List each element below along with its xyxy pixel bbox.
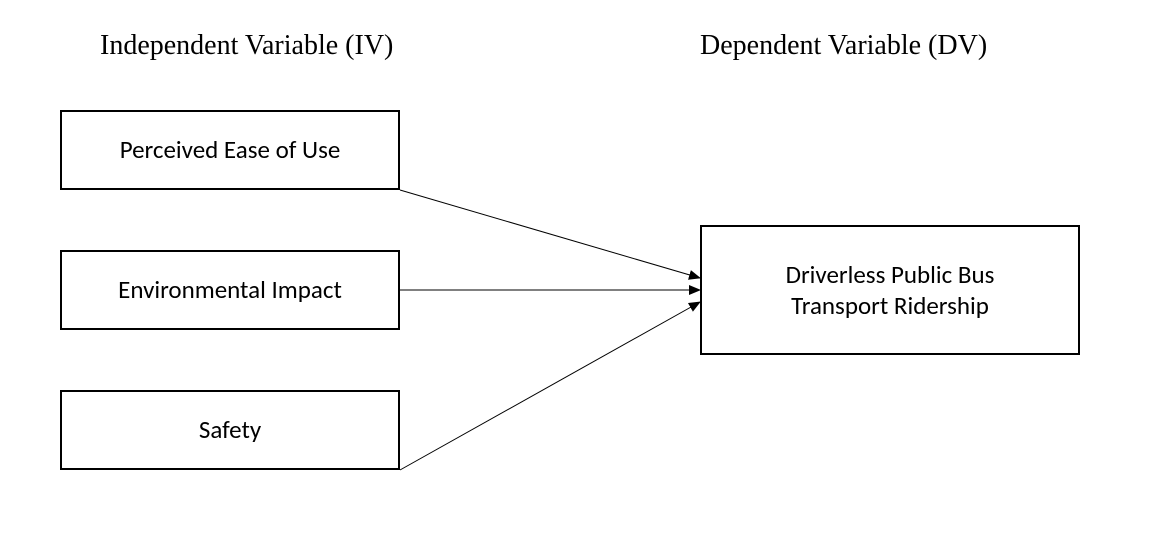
edge-arrow <box>400 190 700 278</box>
iv-node-2-label: Environmental Impact <box>110 270 350 309</box>
dv-node-label: Driverless Public Bus Transport Ridershi… <box>778 255 1003 326</box>
iv-node-1: Perceived Ease of Use <box>60 110 400 190</box>
dv-heading: Dependent Variable (DV) <box>700 30 987 62</box>
dv-node: Driverless Public Bus Transport Ridershi… <box>700 225 1080 355</box>
iv-node-3-label: Safety <box>191 410 269 449</box>
dv-node-label-line2: Transport Ridership <box>791 290 989 321</box>
dv-heading-text: Dependent Variable (DV) <box>700 30 987 61</box>
iv-heading-text: Independent Variable (IV) <box>100 30 393 61</box>
iv-node-3: Safety <box>60 390 400 470</box>
iv-heading: Independent Variable (IV) <box>100 30 393 62</box>
iv-node-2: Environmental Impact <box>60 250 400 330</box>
edge-arrow <box>400 302 700 470</box>
dv-node-label-line1: Driverless Public Bus <box>786 259 995 290</box>
iv-node-1-label: Perceived Ease of Use <box>112 130 349 169</box>
